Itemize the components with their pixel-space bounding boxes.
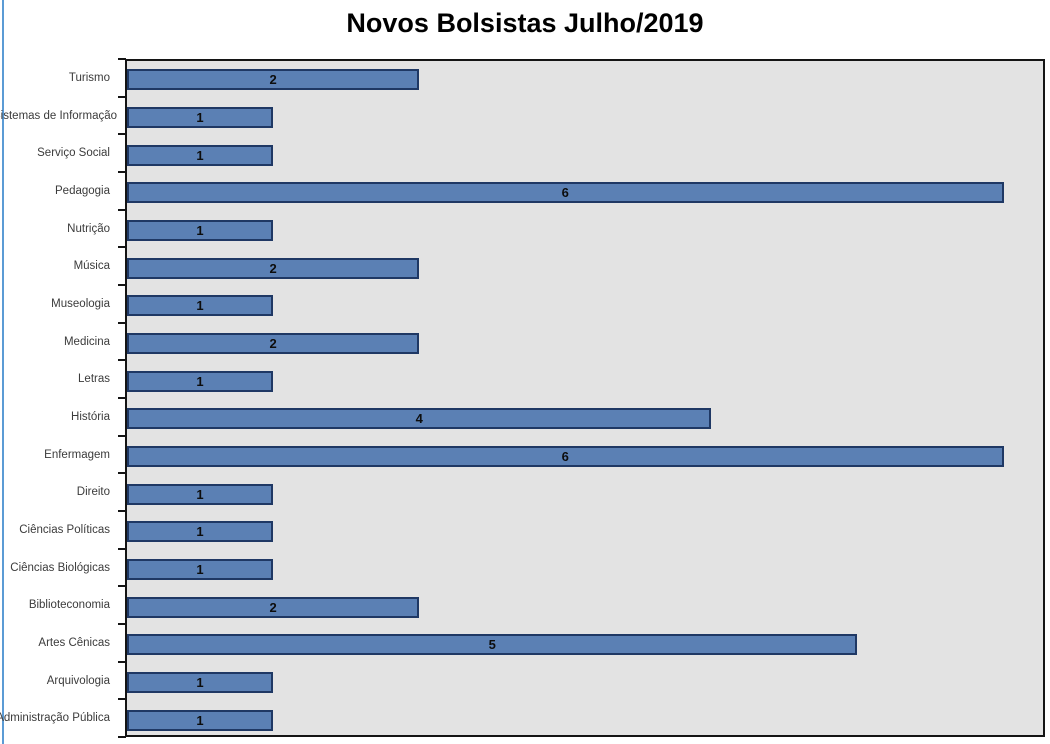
category-label-ciencias-politicas: Ciências Políticas — [19, 523, 110, 536]
bar-value-label: 1 — [196, 223, 204, 238]
bar-value-label: 2 — [269, 72, 277, 88]
bar-value-label: 2 — [269, 599, 277, 615]
bar-value-label: 1 — [196, 524, 204, 540]
category-axis-labels: Turismo Sistemas de Informação Serviço Soc… — [0, 59, 117, 737]
bar-museologia: 1 — [127, 295, 274, 317]
category-label-artes-cenicas: Artes Cênicas — [38, 636, 110, 649]
bar-value-label: 1 — [196, 147, 204, 163]
category-label-servico-social: Serviço Social — [37, 147, 110, 160]
category-label-turismo: Turismo — [68, 71, 110, 84]
bar-enfermagem: 6 — [127, 446, 1004, 467]
bar-letras: 1 — [127, 370, 274, 392]
bar-value-label: 1 — [196, 110, 204, 125]
bar-servico-social: 1 — [127, 144, 274, 166]
bar-value-label: 6 — [561, 449, 569, 464]
bar-ciencias-politicas: 1 — [127, 521, 274, 543]
bar-ciencias-biologicas: 1 — [127, 559, 274, 580]
bar-sistemas-de-informacao: 1 — [127, 107, 274, 128]
bar-administracao-publica: 1 — [127, 709, 274, 731]
bar-value-label: 4 — [415, 411, 423, 427]
bar-direito: 1 — [127, 483, 274, 505]
category-label-museologia: Museologia — [51, 297, 110, 310]
category-label-biblioteconomia: Biblioteconomia — [28, 599, 110, 612]
bar-value-label: 1 — [196, 298, 204, 314]
bar-value-label: 6 — [561, 185, 569, 201]
category-label-historia: História — [71, 410, 110, 423]
bar-value-label: 1 — [196, 675, 204, 690]
category-label-ciencias-biologicas: Ciências Biológicas — [10, 561, 110, 574]
category-label-direito: Direito — [76, 486, 110, 499]
bar-arquivologia: 1 — [127, 672, 274, 693]
bar-value-label: 1 — [196, 712, 204, 728]
bar-value-label: 1 — [196, 486, 204, 502]
category-label-letras: Letras — [78, 373, 110, 386]
bar-value-label: 2 — [269, 260, 277, 276]
bar-nutricao: 1 — [127, 220, 274, 241]
bar-musica: 2 — [127, 257, 420, 279]
category-label-administracao-publica: Administração Pública — [0, 712, 110, 725]
bar-value-label: 5 — [488, 637, 496, 653]
bar-historia: 4 — [127, 408, 712, 430]
category-label-arquivologia: Arquivologia — [46, 674, 110, 687]
category-label-sistemas-de-informacao: Sistemas de Informação — [0, 109, 118, 122]
bar-biblioteconomia: 2 — [127, 596, 420, 618]
category-label-musica: Música — [73, 260, 110, 273]
bar-medicina: 2 — [127, 333, 420, 354]
window-left-edge-line — [2, 0, 4, 744]
chart-title: Novos Bolsistas Julho/2019 — [346, 8, 704, 38]
bar-value-label: 1 — [196, 562, 204, 577]
bar-turismo: 2 — [127, 69, 420, 91]
category-label-enfermagem: Enfermagem — [44, 448, 110, 461]
bar-value-label: 2 — [269, 336, 277, 351]
bar-value-label: 1 — [196, 373, 204, 389]
category-label-nutricao: Nutrição — [67, 222, 110, 235]
bar-artes-cenicas: 5 — [127, 634, 858, 656]
bar-pedagogia: 6 — [127, 182, 1004, 204]
category-label-pedagogia: Pedagogia — [55, 184, 110, 197]
category-label-medicina: Medicina — [63, 335, 110, 348]
